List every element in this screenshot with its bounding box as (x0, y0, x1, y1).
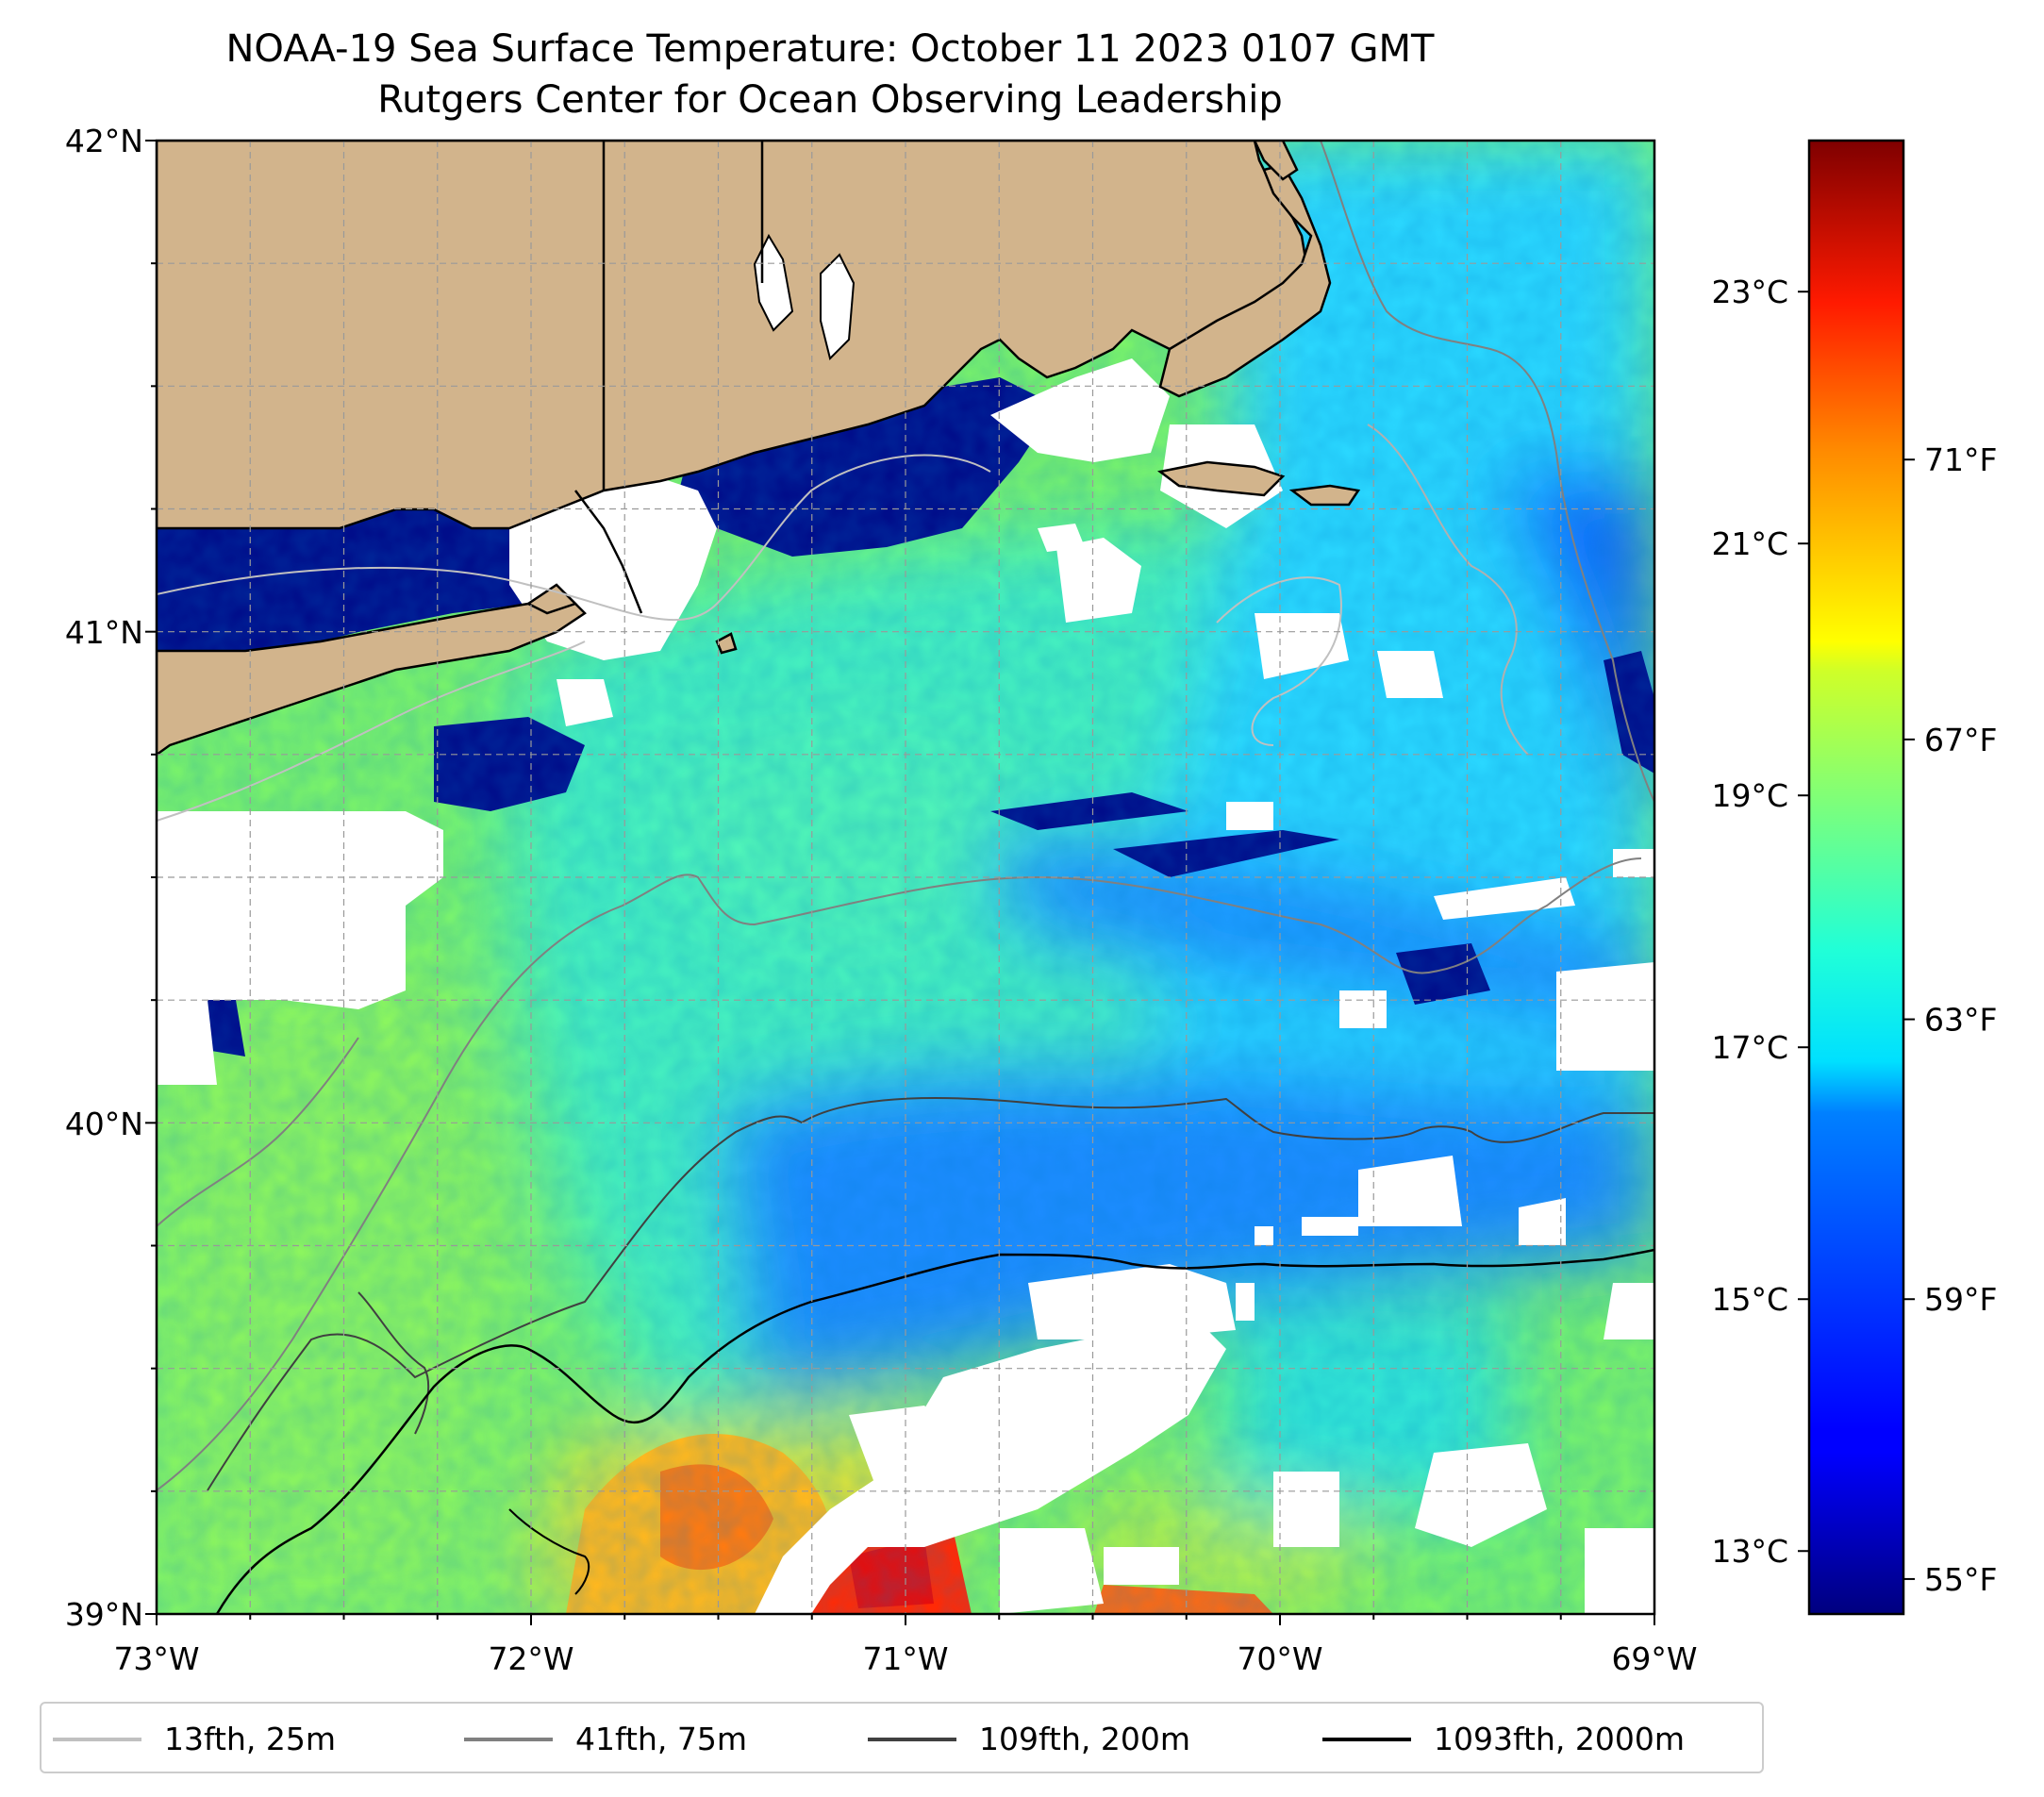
map-ticks (145, 140, 1655, 1625)
x-tick-label-73w: 73°W (113, 1640, 199, 1677)
colorbar: 23°C 21°C 19°C 17°C 15°C 13°C 71°F 67°F 63°F 59°… (1711, 139, 1997, 1616)
chart-subtitle: Rutgers Center for Ocean Observing Leade… (377, 78, 1283, 122)
colorbar-celsius-label: 17°C (1711, 1029, 1788, 1066)
map-area (157, 141, 1654, 1614)
legend-line-75m (464, 1738, 553, 1741)
colorbar-gradient (1807, 139, 1905, 1616)
colorbar-celsius-axis: 23°C 21°C 19°C 17°C 15°C 13°C (1711, 274, 1809, 1570)
legend-item-25m: 13fth, 25m (53, 1719, 336, 1760)
latitude-labels: 42°N 41°N 40°N 39°N (65, 123, 143, 1633)
y-tick-label-41n: 41°N (65, 614, 143, 651)
colorbar-fahrenheit-label: 55°F (1924, 1561, 1997, 1598)
legend-line-200m (868, 1738, 956, 1741)
legend-item-75m: 41fth, 75m (464, 1719, 747, 1760)
y-tick-label-39n: 39°N (65, 1596, 143, 1633)
gridlines (157, 141, 1654, 1614)
colorbar-celsius-label: 13°C (1711, 1533, 1788, 1570)
legend-line-25m (53, 1738, 141, 1741)
x-tick-label-69w: 69°W (1611, 1640, 1697, 1677)
chart-title: NOAA-19 Sea Surface Temperature: October… (225, 27, 1435, 71)
colorbar-fahrenheit-axis: 71°F 67°F 63°F 59°F 55°F (1903, 441, 1997, 1598)
colorbar-celsius-label: 23°C (1711, 274, 1788, 310)
x-tick-label-71w: 71°W (862, 1640, 948, 1677)
colorbar-fahrenheit-label: 67°F (1924, 722, 1997, 758)
legend: 13fth, 25m 41fth, 75m 109fth, 200m 1093f… (40, 1702, 1764, 1773)
legend-line-2000m (1322, 1738, 1411, 1741)
x-tick-label-72w: 72°W (488, 1640, 573, 1677)
y-tick-label-40n: 40°N (65, 1106, 143, 1142)
legend-label-2000m: 1093fth, 2000m (1434, 1721, 1685, 1757)
colorbar-celsius-label: 21°C (1711, 525, 1788, 562)
colorbar-celsius-label: 19°C (1711, 777, 1788, 814)
x-tick-label-70w: 70°W (1237, 1640, 1322, 1677)
colorbar-fahrenheit-label: 63°F (1924, 1002, 1997, 1039)
bathymetry-contours (157, 141, 1654, 1614)
colorbar-fahrenheit-label: 59°F (1924, 1281, 1997, 1318)
legend-label-75m: 41fth, 75m (575, 1721, 747, 1757)
estuaries (753, 233, 856, 360)
longitude-labels: 73°W 72°W 71°W 70°W 69°W (113, 1640, 1697, 1677)
legend-item-200m: 109fth, 200m (868, 1719, 1190, 1760)
legend-item-2000m: 1093fth, 2000m (1322, 1719, 1685, 1760)
colorbar-celsius-label: 15°C (1711, 1281, 1788, 1318)
legend-label-25m: 13fth, 25m (164, 1721, 336, 1757)
y-tick-label-42n: 42°N (65, 123, 143, 159)
colorbar-fahrenheit-label: 71°F (1924, 441, 1997, 478)
legend-label-200m: 109fth, 200m (979, 1721, 1190, 1757)
